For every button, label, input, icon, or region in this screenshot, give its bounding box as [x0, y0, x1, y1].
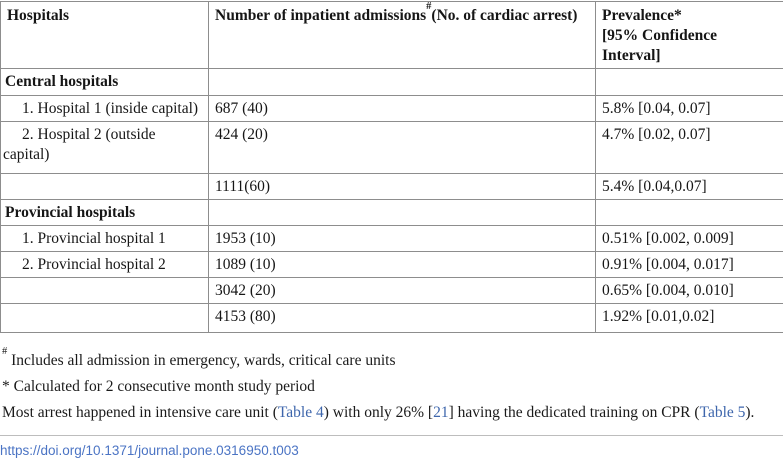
cell-hospital: 1. Provincial hospital 1 — [0, 225, 209, 252]
footer-divider — [0, 435, 783, 436]
table-header-row: Hospitals Number of inpatient admissions… — [0, 1, 783, 69]
hospitals-table: Hospitals Number of inpatient admissions… — [0, 1, 783, 333]
cell-hospital: Provincial hospitals — [0, 199, 209, 226]
table-row-central-hospitals: Central hospitals — [0, 68, 783, 96]
table-row-grand-total: 4153 (80) 1.92% [0.01,0.02] — [0, 303, 783, 333]
note-text-segment: ] having the dedicated training on CPR ( — [448, 404, 700, 421]
footnote-prevalence-text: Calculated for 2 consecutive month study… — [9, 378, 315, 395]
cell-admissions: 1111(60) — [208, 173, 596, 200]
table-4-link[interactable]: Table 4 — [277, 404, 324, 421]
table-row-provincial-1: 1. Provincial hospital 1 1953 (10) 0.51%… — [0, 225, 783, 252]
cell-admissions: 3042 (20) — [208, 277, 596, 304]
footnote-admissions-text: Includes all admission in emergency, war… — [7, 352, 396, 369]
cell-hospital: 1. Hospital 1 (inside capital) — [0, 95, 209, 122]
footnote-admissions: # Includes all admission in emergency, w… — [2, 345, 781, 374]
cell-prevalence: 0.51% [0.002, 0.009] — [595, 225, 783, 252]
cell-hospital — [0, 277, 209, 304]
cell-prevalence: 0.65% [0.004, 0.010] — [595, 277, 783, 304]
table-row-central-total: 1111(60) 5.4% [0.04,0.07] — [0, 173, 783, 200]
cell-admissions — [208, 199, 596, 226]
cell-admissions: 1089 (10) — [208, 251, 596, 278]
table-figure: Hospitals Number of inpatient admissions… — [0, 1, 783, 458]
hash-marker: # — [2, 345, 8, 357]
cell-prevalence: 4.7% [0.02, 0.07] — [595, 121, 783, 174]
col-header-hospitals: Hospitals — [0, 1, 209, 69]
cell-prevalence — [595, 68, 783, 96]
table-row-provincial-total: 3042 (20) 0.65% [0.004, 0.010] — [0, 277, 783, 304]
asterisk-marker: * — [2, 378, 10, 395]
cell-hospital — [0, 173, 209, 200]
table-row-provincial-hospitals: Provincial hospitals — [0, 199, 783, 226]
table-row-provincial-2: 2. Provincial hospital 2 1089 (10) 0.91%… — [0, 251, 783, 278]
cell-hospital: Central hospitals — [0, 68, 209, 96]
cell-admissions — [208, 68, 596, 96]
cell-prevalence: 1.92% [0.01,0.02] — [595, 303, 783, 333]
cell-hospital: 2. Hospital 2 (outside capital) — [0, 121, 209, 174]
cell-hospital: 2. Provincial hospital 2 — [0, 251, 209, 278]
cell-admissions: 424 (20) — [208, 121, 596, 174]
note-text-segment: ) with only 26% [ — [323, 404, 434, 421]
col-header-admissions: Number of inpatient admissions#(No. of c… — [208, 1, 596, 69]
note-text-segment: ). — [745, 404, 755, 421]
table-row-hospital-1: 1. Hospital 1 (inside capital) 687 (40) … — [0, 95, 783, 122]
cell-prevalence: 5.8% [0.04, 0.07] — [595, 95, 783, 122]
cell-hospital — [0, 303, 209, 333]
cell-admissions: 4153 (80) — [208, 303, 596, 333]
footnotes: # Includes all admission in emergency, w… — [0, 345, 783, 426]
cell-admissions: 1953 (10) — [208, 225, 596, 252]
cell-admissions: 687 (40) — [208, 95, 596, 122]
note-text-segment: Most arrest happened in intensive care u… — [2, 404, 278, 421]
cell-prevalence — [595, 199, 783, 226]
col-header-admissions-text2: (No. of cardiac arrest) — [431, 7, 578, 24]
table-5-link[interactable]: Table 5 — [699, 404, 746, 421]
hash-superscript: # — [426, 1, 432, 12]
footnote-prevalence: * Calculated for 2 consecutive month stu… — [2, 374, 781, 400]
doi-link[interactable]: https://doi.org/10.1371/journal.pone.031… — [0, 443, 299, 458]
cell-prevalence: 0.91% [0.004, 0.017] — [595, 251, 783, 278]
reference-21-link[interactable]: 21 — [433, 404, 449, 421]
table-row-hospital-2: 2. Hospital 2 (outside capital) 424 (20)… — [0, 121, 783, 174]
col-header-prevalence: Prevalence* [95% Confidence Interval] — [595, 1, 783, 69]
footnote-most-arrest: Most arrest happened in intensive care u… — [2, 400, 781, 426]
cell-prevalence: 5.4% [0.04,0.07] — [595, 173, 783, 200]
col-header-admissions-text: Number of inpatient admissions — [215, 7, 427, 24]
